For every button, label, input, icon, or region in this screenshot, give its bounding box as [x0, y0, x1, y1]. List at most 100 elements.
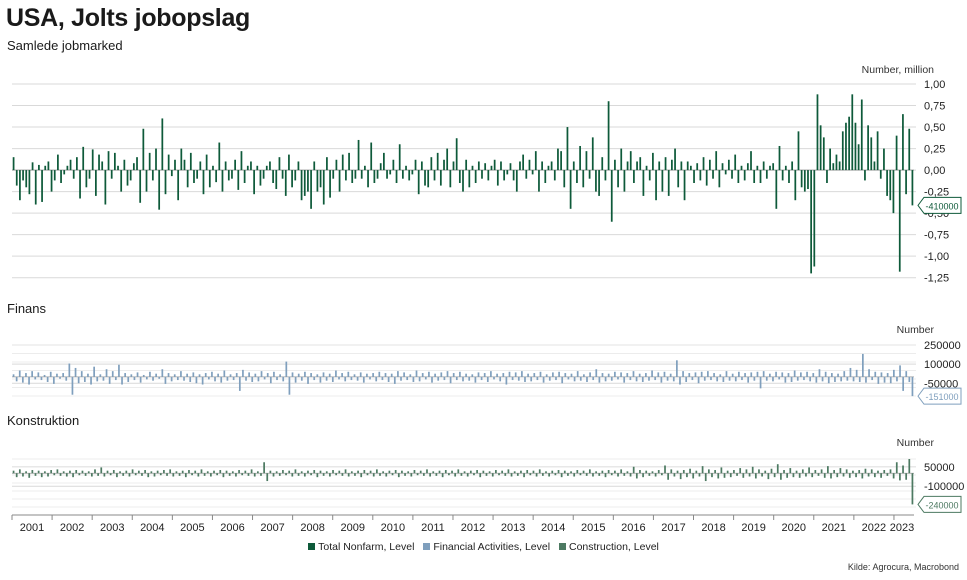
bar-finans [514, 372, 517, 377]
bar-konstruktion [485, 473, 488, 476]
bar-total [509, 163, 512, 171]
bar-total [753, 170, 756, 183]
bar-konstruktion [783, 470, 785, 474]
bar-total [151, 170, 154, 181]
bar-konstruktion [12, 470, 15, 474]
bar-total [807, 170, 809, 190]
bar-total [496, 170, 499, 186]
bar-finans [827, 376, 830, 384]
bar-finans [502, 373, 505, 377]
bar-total [117, 165, 119, 171]
bar-konstruktion [780, 473, 782, 480]
bar-finans [548, 376, 551, 381]
bar-finans [362, 376, 365, 383]
bar-konstruktion [754, 473, 757, 479]
bar-finans [806, 371, 808, 377]
bar-konstruktion [131, 469, 134, 474]
bar-finans [632, 371, 635, 377]
bar-konstruktion [667, 473, 670, 480]
bar-finans [831, 373, 833, 377]
bar-finans [161, 369, 164, 377]
bar-konstruktion [31, 470, 34, 474]
bar-total [803, 170, 806, 192]
bar-konstruktion [144, 470, 146, 474]
bar-total [582, 170, 585, 188]
bar-total [379, 163, 382, 171]
bar-total [883, 148, 885, 171]
bar-finans [700, 371, 703, 377]
bar-total [800, 170, 803, 188]
bar-finans [480, 376, 483, 381]
bar-finans [682, 371, 684, 377]
bar-finans [452, 373, 455, 377]
bar-konstruktion [141, 473, 143, 476]
bar-konstruktion [827, 466, 829, 474]
bar-konstruktion [109, 473, 112, 476]
bar-finans [279, 374, 281, 377]
bar-konstruktion [166, 473, 168, 476]
bar-konstruktion [532, 470, 535, 474]
bar-konstruktion [184, 473, 187, 478]
bar-total [411, 170, 414, 175]
bar-finans [248, 372, 250, 377]
bar-finans [201, 376, 204, 385]
bar-finans [620, 372, 622, 377]
bar-total [41, 170, 43, 202]
bar-total [376, 170, 379, 179]
bar-finans [651, 370, 653, 377]
bar-total [44, 165, 47, 171]
bar-total [253, 170, 255, 195]
bar-total [148, 152, 151, 171]
bar-finans [886, 373, 889, 377]
bar-total [341, 154, 344, 171]
bar-konstruktion [852, 470, 854, 474]
bar-konstruktion [69, 470, 71, 474]
bar-finans [533, 373, 536, 377]
bar-total [642, 170, 645, 196]
bar-konstruktion [801, 469, 804, 474]
bar-total [898, 170, 901, 272]
bar-finans [601, 373, 604, 377]
bar-total [398, 144, 401, 171]
bar-total [468, 170, 471, 188]
bar-konstruktion [695, 470, 698, 474]
bar-finans [793, 370, 796, 377]
bar-total [142, 128, 145, 171]
bar-konstruktion [823, 473, 826, 478]
bar-total [300, 170, 303, 201]
bar-konstruktion [858, 470, 861, 474]
bar-total [715, 151, 718, 171]
bar-total [417, 170, 420, 195]
bar-konstruktion [516, 473, 519, 476]
bar-finans [384, 373, 387, 377]
bar-total [196, 170, 199, 179]
bar-konstruktion [65, 473, 68, 477]
bar-finans [750, 372, 753, 377]
bar-finans [623, 376, 626, 383]
bar-finans [52, 376, 55, 384]
bar-konstruktion [670, 469, 673, 474]
bar-total [458, 170, 461, 183]
bar-finans [474, 376, 477, 383]
bar-konstruktion [704, 473, 707, 482]
bar-konstruktion [554, 473, 557, 476]
bar-konstruktion [122, 473, 125, 476]
bar-finans [908, 376, 911, 382]
bar-finans [567, 376, 570, 380]
bar-finans [728, 376, 731, 381]
bar-konstruktion [657, 470, 660, 474]
bar-konstruktion [15, 473, 18, 478]
bar-konstruktion [711, 473, 713, 478]
bar-total [680, 161, 683, 171]
bar-finans [183, 376, 185, 381]
bar-total [215, 170, 218, 183]
bar-finans [155, 373, 157, 377]
bar-konstruktion [545, 471, 547, 474]
bar-finans [217, 373, 219, 377]
bar-konstruktion [241, 473, 244, 476]
bar-konstruktion [363, 470, 366, 474]
bar-konstruktion [385, 473, 388, 477]
bar-konstruktion [620, 469, 623, 474]
bar-finans [592, 376, 595, 381]
bar-konstruktion [764, 470, 767, 474]
